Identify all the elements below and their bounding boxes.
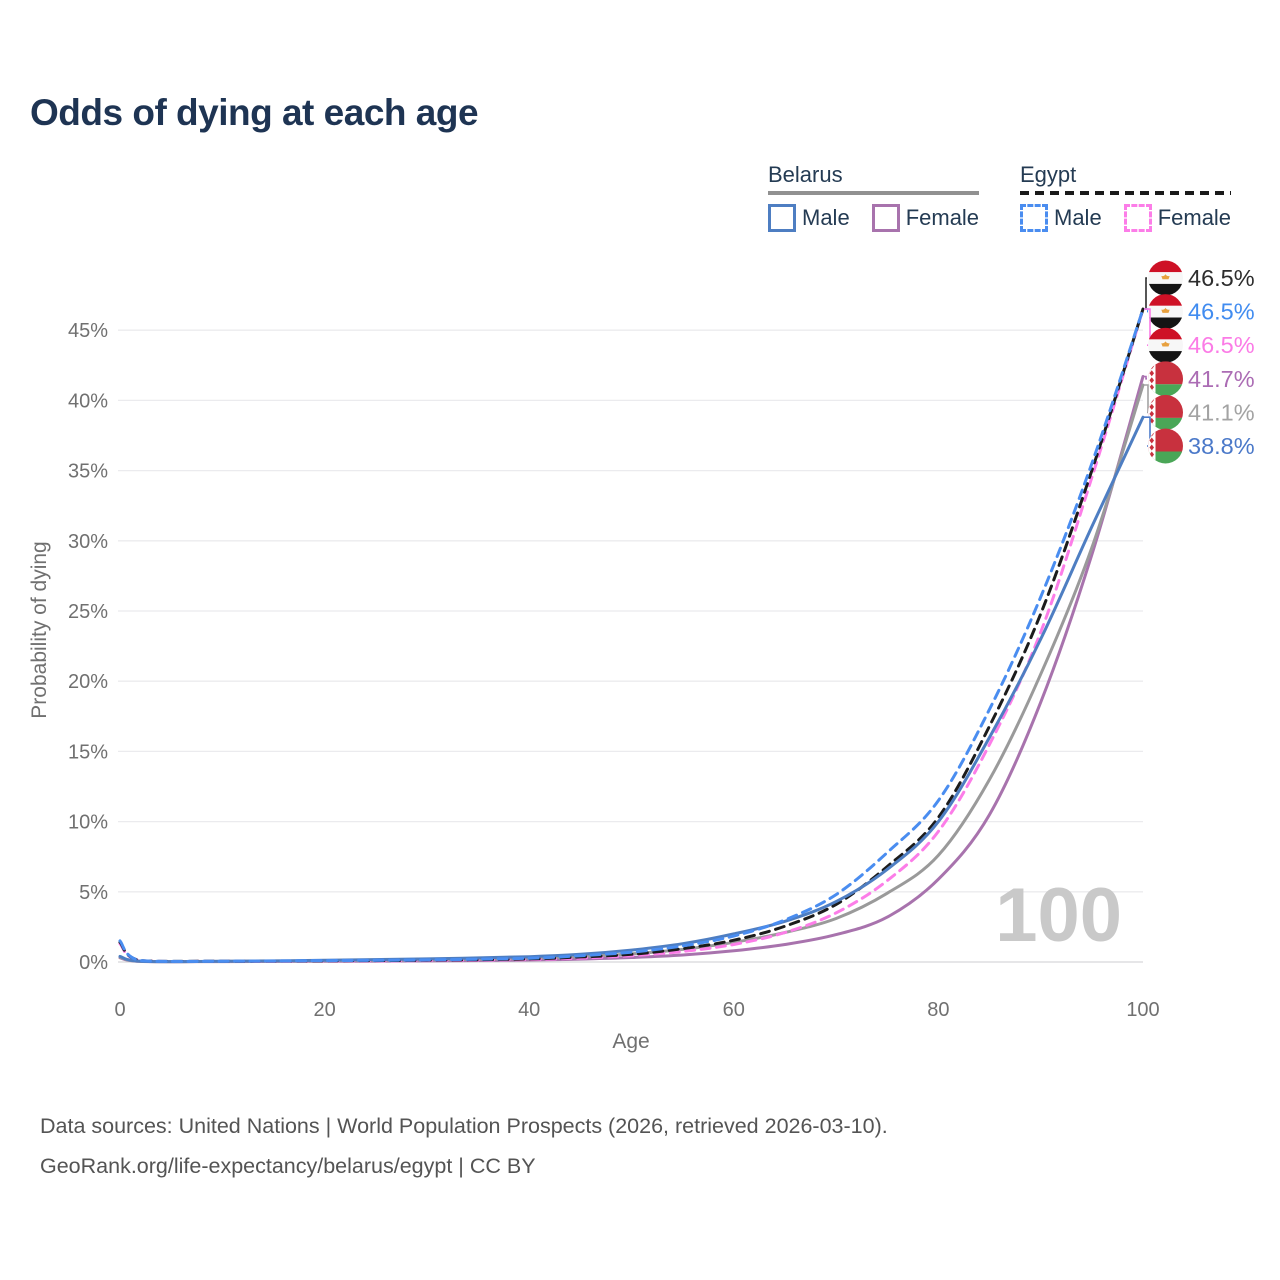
page-title: Odds of dying at each age — [30, 92, 479, 133]
legend-item-egypt-female[interactable]: Female — [1123, 204, 1232, 232]
y-tick-0%: 0% — [79, 952, 108, 974]
legend-item-belarus-female[interactable]: Female — [871, 204, 980, 232]
belarus-female-swatch-icon — [871, 204, 900, 232]
source-line-1: Data sources: United Nations | World Pop… — [40, 1114, 888, 1138]
y-tick-25%: 25% — [68, 601, 108, 623]
series-line-egypt-both — [118, 307, 1145, 963]
belarus-flag-icon — [1148, 428, 1183, 464]
legend-item-egypt-male[interactable]: Male — [1020, 204, 1102, 232]
legend-item-label: Female — [1157, 205, 1232, 230]
y-tick-10%: 10% — [68, 812, 108, 834]
legend-underline-egypt — [1020, 191, 1231, 195]
belarus-male-swatch-icon — [768, 204, 796, 232]
watermark-age-100: 100 — [995, 873, 1122, 958]
series-lines — [118, 307, 1145, 964]
belarus-flag-icon — [1148, 361, 1183, 397]
x-tick-100: 100 — [1126, 999, 1159, 1021]
leader-line-belarus-female — [1144, 375, 1147, 380]
end-labels: 46.5% 46.5% 46.5% 41.7% 41.1% 38.8% — [1144, 260, 1255, 464]
legend-item-label: Female — [905, 205, 980, 230]
egypt-flag-icon — [1148, 327, 1183, 363]
leader-line-belarus-both — [1144, 384, 1149, 414]
source-note: Data sources: United Nations | World Pop… — [40, 1106, 888, 1186]
gridlines — [118, 329, 1143, 963]
legend-country-egypt: Egypt — [1020, 162, 1077, 187]
x-tick-20: 20 — [313, 999, 335, 1021]
y-tick-5%: 5% — [79, 882, 108, 904]
legend-group-belarus: Belarus Male Female — [768, 162, 979, 232]
legend-item-belarus-male[interactable]: Male — [768, 204, 850, 232]
end-label-egypt-both: 46.5% — [1188, 265, 1255, 291]
series-line-belarus-male — [118, 415, 1145, 964]
y-tick-15%: 15% — [68, 741, 108, 763]
source-line-2: GeoRank.org/life-expectancy/belarus/egyp… — [40, 1154, 536, 1178]
end-label-egypt-male: 46.5% — [1188, 299, 1255, 325]
y-tick-35%: 35% — [68, 461, 108, 483]
egypt-flag-icon — [1148, 260, 1183, 296]
egypt-flag-icon — [1148, 294, 1183, 330]
legend-underline-belarus — [768, 191, 979, 195]
series-line-egypt-female — [118, 307, 1145, 963]
legend-item-label: Male — [802, 205, 850, 230]
series-line-egypt-male — [118, 307, 1145, 963]
end-label-belarus-both: 41.1% — [1188, 399, 1255, 425]
y-tick-30%: 30% — [68, 531, 108, 553]
axis-ticks: 0% 5% 10% 15% 20% 25% 30% 35% 40% 45% 0 20 40 60 80 100 — [68, 320, 1160, 1021]
series-line-belarus-both — [118, 383, 1145, 964]
egypt-female-swatch-icon — [1123, 204, 1152, 232]
series-line-belarus-female — [118, 375, 1145, 964]
leader-line-egypt-both — [1144, 277, 1147, 310]
y-tick-40%: 40% — [68, 390, 108, 412]
x-tick-80: 80 — [927, 999, 949, 1021]
legend-item-label: Male — [1054, 205, 1102, 230]
end-label-belarus-female: 41.7% — [1188, 366, 1255, 392]
legend-country-belarus: Belarus — [768, 162, 843, 187]
x-tick-0: 0 — [114, 999, 125, 1021]
egypt-male-swatch-icon — [1020, 204, 1048, 232]
y-tick-20%: 20% — [68, 671, 108, 693]
belarus-flag-icon — [1148, 394, 1183, 430]
y-tick-45%: 45% — [68, 320, 108, 342]
x-tick-40: 40 — [518, 999, 540, 1021]
end-label-egypt-female: 46.5% — [1188, 332, 1255, 358]
x-tick-60: 60 — [723, 999, 745, 1021]
y-axis-title: Probability of dying — [28, 541, 51, 718]
legend-group-egypt: Egypt Male Female — [1020, 162, 1231, 232]
end-label-belarus-male: 38.8% — [1188, 433, 1255, 459]
x-axis-title: Age — [612, 1030, 649, 1053]
